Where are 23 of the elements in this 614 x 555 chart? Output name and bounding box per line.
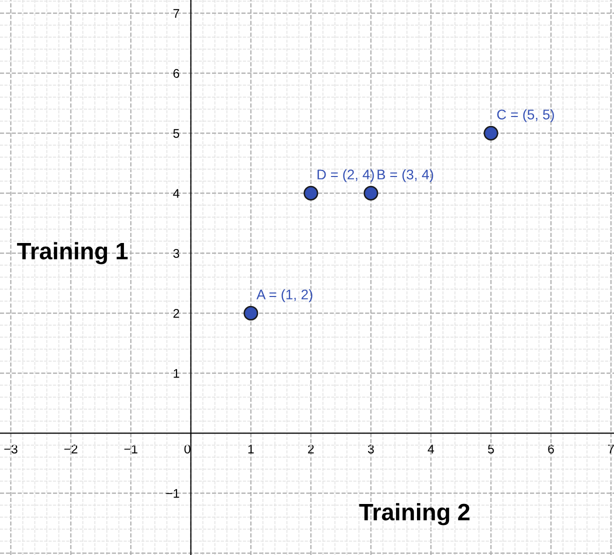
annotation: D = (2, 4) (318, 169, 374, 182)
x-tick-label: 4 (428, 444, 434, 454)
annotation: B = (3, 4) (378, 169, 434, 182)
y-tick-label: 1 (174, 369, 180, 378)
x-tick-label: 1 (248, 444, 254, 454)
annotation: C = (5, 5) (497, 109, 554, 122)
point (484, 126, 498, 140)
y-tick-label: 7 (173, 9, 180, 18)
y-tick-label: −1 (166, 489, 180, 498)
y-tick-label: 6 (173, 69, 180, 78)
x-axis-title: Training 2 (359, 503, 470, 526)
x-tick-label: 6 (548, 444, 554, 454)
y-tick-label: 4 (173, 189, 180, 198)
y-tick-label: 3 (173, 249, 180, 258)
y-tick-label: 2 (173, 309, 180, 318)
y-tick-label: 5 (173, 129, 180, 138)
point (364, 186, 378, 200)
x-tick-label: −2 (64, 444, 78, 454)
point (304, 186, 318, 200)
annotation: A = (1, 2) (256, 289, 312, 302)
point (244, 306, 258, 320)
x-tick-label: −1 (124, 444, 138, 454)
y-axis-title: Training 1 (17, 242, 128, 264)
